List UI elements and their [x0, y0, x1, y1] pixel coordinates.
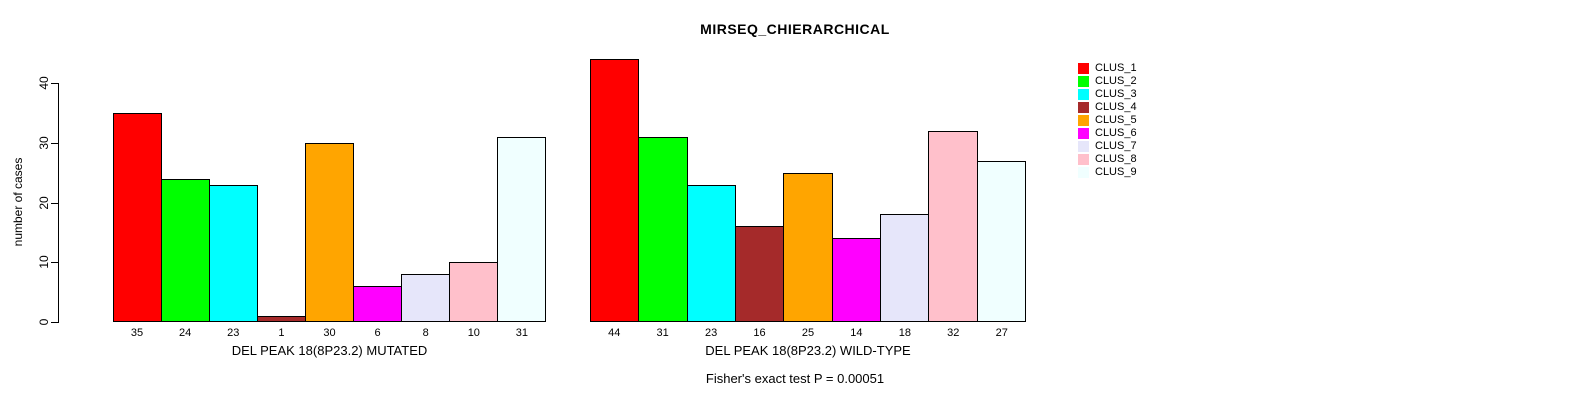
bar-clus_8: [928, 131, 978, 322]
legend-swatch-icon: [1078, 128, 1089, 139]
legend-label: CLUS_8: [1095, 153, 1137, 165]
bar-value-label: 10: [467, 327, 480, 339]
bar-value-label: 23: [704, 327, 718, 339]
bar-value-labels-mutated: 35 24 23 1 30 6 8 10 31: [113, 327, 546, 339]
bar-clus_5: [305, 143, 354, 322]
legend-row-clus_1: CLUS_1: [1078, 62, 1137, 75]
x-axis-title-wild-type: DEL PEAK 18(8P23.2) WILD-TYPE: [705, 343, 911, 358]
bar-clus_2: [161, 179, 210, 322]
bar-value-label: 35: [130, 327, 144, 339]
legend-label: CLUS_4: [1095, 101, 1137, 113]
y-tick-label: 10: [37, 255, 51, 269]
legend-swatch-icon: [1078, 63, 1089, 74]
bar-value-label: 6: [374, 327, 381, 339]
bar-clus_3: [686, 185, 736, 322]
bar-panel-mutated: [113, 55, 546, 322]
bar-clus_9: [976, 161, 1026, 322]
bar-value-label: 16: [753, 327, 766, 339]
bar-value-label: 8: [422, 327, 429, 339]
y-tick-mark: [51, 202, 58, 204]
x-axis-title-mutated: DEL PEAK 18(8P23.2) MUTATED: [231, 343, 428, 358]
legend-swatch-icon: [1078, 115, 1089, 126]
legend-label: CLUS_9: [1095, 166, 1137, 178]
bar-value-label: 23: [227, 327, 240, 339]
legend-row-clus_3: CLUS_3: [1078, 88, 1137, 101]
legend-label: CLUS_1: [1095, 62, 1137, 74]
y-tick-label: 30: [37, 136, 51, 150]
bar-value-labels-wild-type: 44 31 23 16 25 14 18 32 27: [590, 327, 1026, 339]
legend-row-clus_5: CLUS_5: [1078, 114, 1137, 127]
cluster-legend: CLUS_1 CLUS_2 CLUS_3 CLUS_4 CLUS_5 CLUS_6 CLUS…: [1078, 62, 1137, 179]
legend-label: CLUS_7: [1095, 140, 1137, 152]
bar-clus_6: [831, 238, 881, 322]
bar-value-label: 27: [995, 327, 1008, 339]
legend-row-clus_9: CLUS_9: [1078, 166, 1137, 179]
y-axis-line: [58, 83, 59, 323]
legend-swatch-icon: [1078, 167, 1089, 178]
legend-swatch-icon: [1078, 141, 1089, 152]
y-tick-label: 0: [37, 318, 51, 326]
bar-clus_4: [257, 316, 306, 322]
bar-value-label: 1: [278, 327, 285, 339]
y-axis-label: number of cases: [11, 157, 25, 247]
bar-value-label: 18: [898, 327, 911, 339]
legend-label: CLUS_3: [1095, 88, 1137, 100]
bar-clus_6: [353, 286, 402, 322]
y-tick-mark: [51, 83, 58, 84]
legend-row-clus_7: CLUS_7: [1078, 140, 1137, 153]
bar-clus_8: [449, 262, 498, 322]
bar-value-label: 31: [515, 327, 529, 339]
fisher-test-annotation: Fisher's exact test P = 0.00051: [705, 371, 885, 386]
bar-value-label: 25: [801, 327, 815, 339]
y-tick-label: 40: [37, 76, 51, 90]
y-tick-mark: [51, 322, 58, 323]
bar-value-label: 30: [323, 327, 336, 339]
y-tick-mark: [51, 142, 58, 144]
legend-row-clus_8: CLUS_8: [1078, 153, 1137, 166]
legend-label: CLUS_2: [1095, 75, 1137, 87]
legend-swatch-icon: [1078, 89, 1089, 100]
legend-label: CLUS_5: [1095, 114, 1137, 126]
bar-clus_1: [113, 113, 162, 322]
y-tick-mark: [51, 262, 58, 264]
bar-clus_7: [401, 274, 450, 322]
bar-value-label: 44: [608, 327, 621, 339]
legend-row-clus_6: CLUS_6: [1078, 127, 1137, 140]
bar-value-label: 31: [656, 327, 669, 339]
bar-clus_7: [879, 214, 930, 322]
chart-title: MIRSEQ_CHIERARCHICAL: [700, 21, 890, 37]
bar-clus_5: [783, 173, 833, 322]
legend-swatch-icon: [1078, 76, 1089, 87]
bar-panel-wild-type: [590, 55, 1026, 322]
legend-swatch-icon: [1078, 102, 1089, 113]
bar-value-label: 14: [850, 327, 863, 339]
legend-row-clus_4: CLUS_4: [1078, 101, 1137, 114]
legend-row-clus_2: CLUS_2: [1078, 75, 1137, 88]
legend-label: CLUS_6: [1095, 127, 1137, 139]
bar-clus_9: [497, 137, 546, 322]
bar-clus_2: [638, 137, 688, 322]
bar-clus_1: [590, 59, 640, 322]
bar-value-label: 32: [947, 327, 960, 339]
bar-clus_3: [209, 185, 258, 322]
y-tick-label: 20: [37, 195, 51, 210]
bar-value-label: 24: [179, 327, 192, 339]
bar-clus_4: [734, 226, 785, 322]
legend-swatch-icon: [1078, 154, 1089, 165]
